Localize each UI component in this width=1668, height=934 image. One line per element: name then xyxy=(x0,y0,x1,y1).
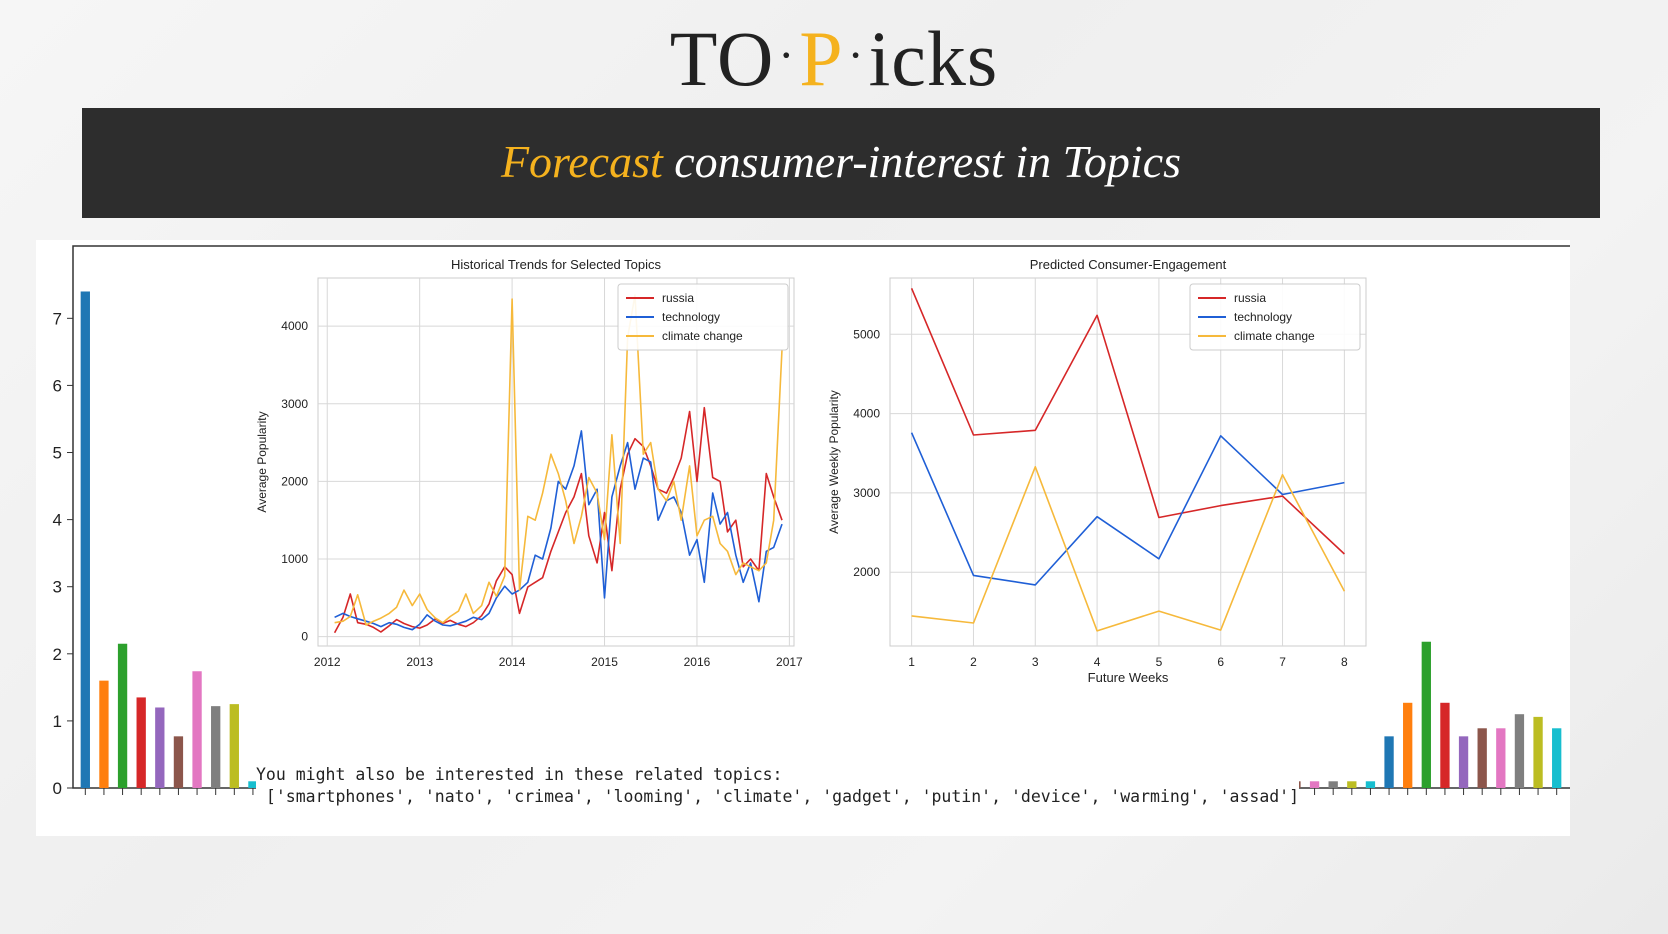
y-tick-label: 3000 xyxy=(853,486,880,500)
banner-accent-word: Forecast xyxy=(500,136,663,187)
x-tick-label: 2012 xyxy=(314,655,341,669)
bar xyxy=(211,706,221,788)
bar xyxy=(248,781,258,788)
y-tick-label: 1000 xyxy=(281,552,308,566)
x-tick-label: 2015 xyxy=(591,655,618,669)
x-tick-label: 7 xyxy=(1279,655,1286,669)
chart-title: Predicted Consumer-Engagement xyxy=(1030,257,1227,272)
x-tick-label: 2013 xyxy=(406,655,433,669)
topicks-logo: TO·P·icks xyxy=(0,14,1668,104)
chart-title: Historical Trends for Selected Topics xyxy=(451,257,662,272)
x-tick-label: 2 xyxy=(970,655,977,669)
series-line-technology xyxy=(334,430,783,631)
bar xyxy=(1477,728,1487,788)
series-line-russia xyxy=(333,406,783,634)
bar-y-tick-label: 5 xyxy=(53,444,62,463)
bar xyxy=(192,671,202,788)
bar xyxy=(99,680,109,788)
legend-label: climate change xyxy=(1234,329,1315,343)
bar xyxy=(1514,714,1525,788)
bar xyxy=(173,736,184,788)
bar xyxy=(229,704,239,788)
legend-label: climate change xyxy=(662,329,743,343)
bar xyxy=(136,697,146,788)
bar xyxy=(1421,641,1431,788)
legend-label: technology xyxy=(662,310,720,324)
legend-box xyxy=(1189,283,1361,351)
bar xyxy=(1347,781,1357,788)
x-tick-label: 2014 xyxy=(499,655,526,669)
bar-y-tick-label: 1 xyxy=(53,712,62,731)
x-tick-label: 8 xyxy=(1341,655,1348,669)
bar xyxy=(1309,781,1320,788)
y-tick-label: 0 xyxy=(301,630,308,644)
logo-dot-right: · xyxy=(847,29,865,82)
bar-y-tick-label: 7 xyxy=(53,309,62,328)
bar xyxy=(1365,781,1376,788)
bar xyxy=(155,707,165,788)
x-tick-label: 3 xyxy=(1032,655,1039,669)
legend-label: russia xyxy=(662,291,694,305)
series-line-climate-change xyxy=(334,294,783,626)
y-tick-label: 3000 xyxy=(281,397,308,411)
legend-label: russia xyxy=(1234,291,1266,305)
x-tick-label: 4 xyxy=(1094,655,1101,669)
bar-y-tick-label: 2 xyxy=(53,645,62,664)
legend-box xyxy=(617,283,789,351)
y-axis-label: Average Weekly Popularity xyxy=(827,390,841,534)
x-tick-label: 2016 xyxy=(684,655,711,669)
y-tick-label: 2000 xyxy=(281,474,308,488)
bar xyxy=(1328,781,1338,788)
y-axis-label: Average Popularity xyxy=(255,411,269,512)
series-line-russia xyxy=(910,287,1345,555)
x-tick-label: 6 xyxy=(1217,655,1224,669)
x-axis-label: Future Weeks xyxy=(1088,670,1169,685)
subtitle-banner: Forecast consumer-interest in Topics xyxy=(82,108,1600,218)
banner-text: consumer-interest in Topics xyxy=(662,136,1182,187)
bar xyxy=(1403,702,1413,788)
bar-y-tick-label: 3 xyxy=(53,578,62,597)
series-line-climate-change xyxy=(911,466,1346,632)
logo-dot-left: · xyxy=(778,29,796,82)
related-topics-heading: You might also be interested in these re… xyxy=(256,765,783,784)
x-tick-label: 2017 xyxy=(776,655,803,669)
bar-y-tick-label: 4 xyxy=(53,511,62,530)
series-line-technology xyxy=(910,432,1345,586)
related-topics: You might also be interested in these re… xyxy=(256,764,1300,808)
y-tick-label: 4000 xyxy=(281,319,308,333)
bar xyxy=(117,643,128,788)
bar xyxy=(1458,736,1469,788)
y-tick-label: 2000 xyxy=(853,565,880,579)
y-tick-label: 4000 xyxy=(853,407,880,421)
related-topics-list: ['smartphones', 'nato', 'crimea', 'loomi… xyxy=(256,787,1300,806)
bar-y-tick-label: 0 xyxy=(53,779,62,798)
bar-y-tick-label: 6 xyxy=(53,376,62,395)
bar xyxy=(1440,702,1450,788)
chart-panel: 0 1 2 3 4 5 6 7 2012 2013 2014 2015 2016 2017 0 1000 200… xyxy=(36,240,1570,836)
bar xyxy=(1533,716,1543,788)
x-tick-label: 1 xyxy=(908,655,915,669)
logo-part-to: TO xyxy=(669,15,775,102)
logo-part-icks: icks xyxy=(868,15,999,102)
bar xyxy=(1384,736,1394,788)
y-tick-label: 5000 xyxy=(853,327,880,341)
chart-canvas: 0 1 2 3 4 5 6 7 2012 2013 2014 2015 2016 2017 0 1000 200… xyxy=(53,245,1570,798)
legend-label: technology xyxy=(1234,310,1292,324)
bar xyxy=(1496,728,1506,788)
bar xyxy=(80,291,90,788)
bar xyxy=(1552,728,1562,788)
logo-accent-p: P xyxy=(799,15,844,102)
x-tick-label: 5 xyxy=(1156,655,1163,669)
